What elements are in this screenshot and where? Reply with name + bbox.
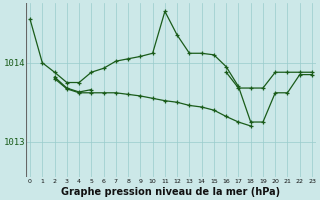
X-axis label: Graphe pression niveau de la mer (hPa): Graphe pression niveau de la mer (hPa) bbox=[61, 187, 281, 197]
